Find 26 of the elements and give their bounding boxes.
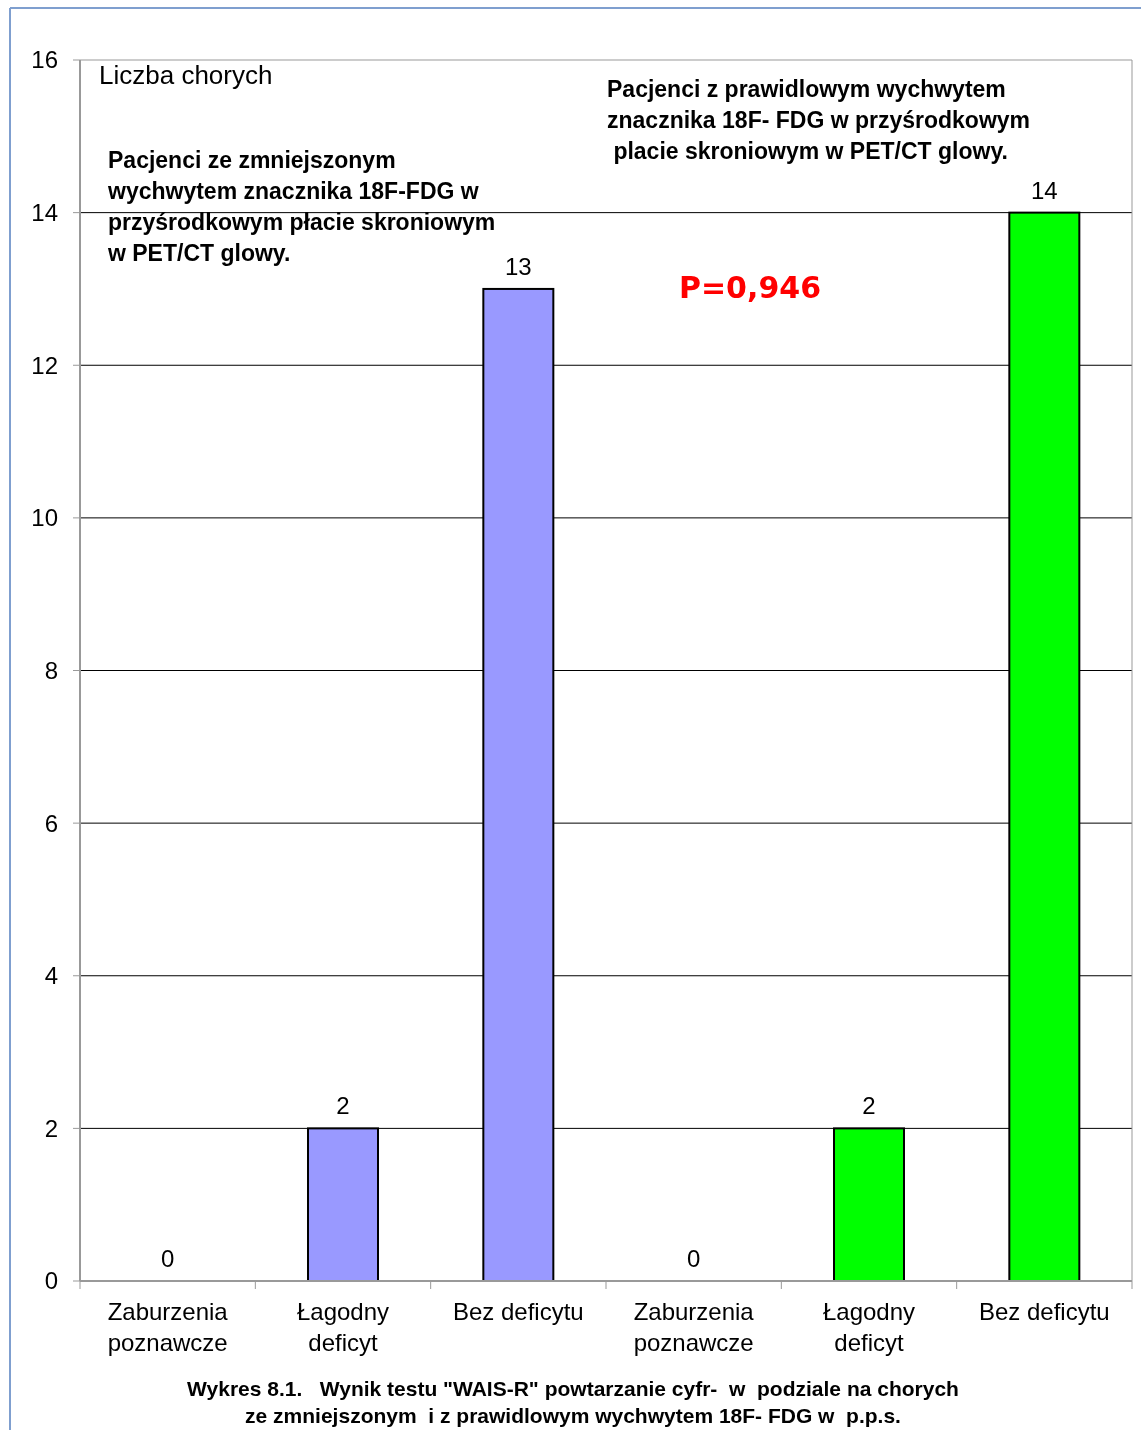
text: Wykres 8.1. Wynik testu "WAIS-R" powtarzanie cyfr- w podziale na chorych ze zmniejszonym i z prawidlowym wychwytem 18F- FDG w p.p.s.: [187, 1377, 959, 1427]
x-tick-label: Łagodny deficyt: [296, 1298, 390, 1356]
x-tick-label: Bez deficytu: [452, 1298, 584, 1325]
data-label: 13: [504, 252, 532, 280]
x-tick-label: Bez deficytu: [978, 1298, 1110, 1325]
y-tick-label: 16: [31, 46, 58, 74]
annotation: P=0,946: [678, 270, 822, 305]
data-label: 2: [336, 1092, 350, 1120]
x-tick-label: Zaburzenia poznawcze: [633, 1298, 755, 1356]
y-tick-label: 10: [31, 504, 58, 532]
y-tick-label: 8: [44, 656, 58, 684]
annotation: Pacjenci ze zmniejszonym wychwytem znacznika 18F-FDG w przyśrodkowym płacie skroniowym w PET/CT glowy.: [107, 147, 496, 266]
y-tick-label: 4: [44, 962, 58, 990]
y-tick-label: 2: [44, 1114, 58, 1142]
y-tick-label: 12: [31, 351, 58, 379]
data-label: 0: [160, 1245, 175, 1272]
x-tick-label: Łagodny deficyt: [822, 1298, 916, 1356]
y-tick-label: 0: [44, 1267, 58, 1295]
data-label: 0: [686, 1245, 701, 1272]
annotation: Pacjenci z prawidlowym wychwytem znacznika 18F- FDG w przyśrodkowym placie skroniowym w PET/CT glowy.: [607, 76, 1031, 164]
data-label: 14: [1030, 176, 1058, 204]
y-tick-label: 14: [31, 199, 58, 227]
y-tick-label: 6: [44, 809, 58, 837]
y-axis-title: Liczba chorych: [99, 60, 273, 90]
x-tick-label: Zaburzenia poznawcze: [107, 1298, 229, 1356]
data-label: 2: [862, 1092, 876, 1120]
